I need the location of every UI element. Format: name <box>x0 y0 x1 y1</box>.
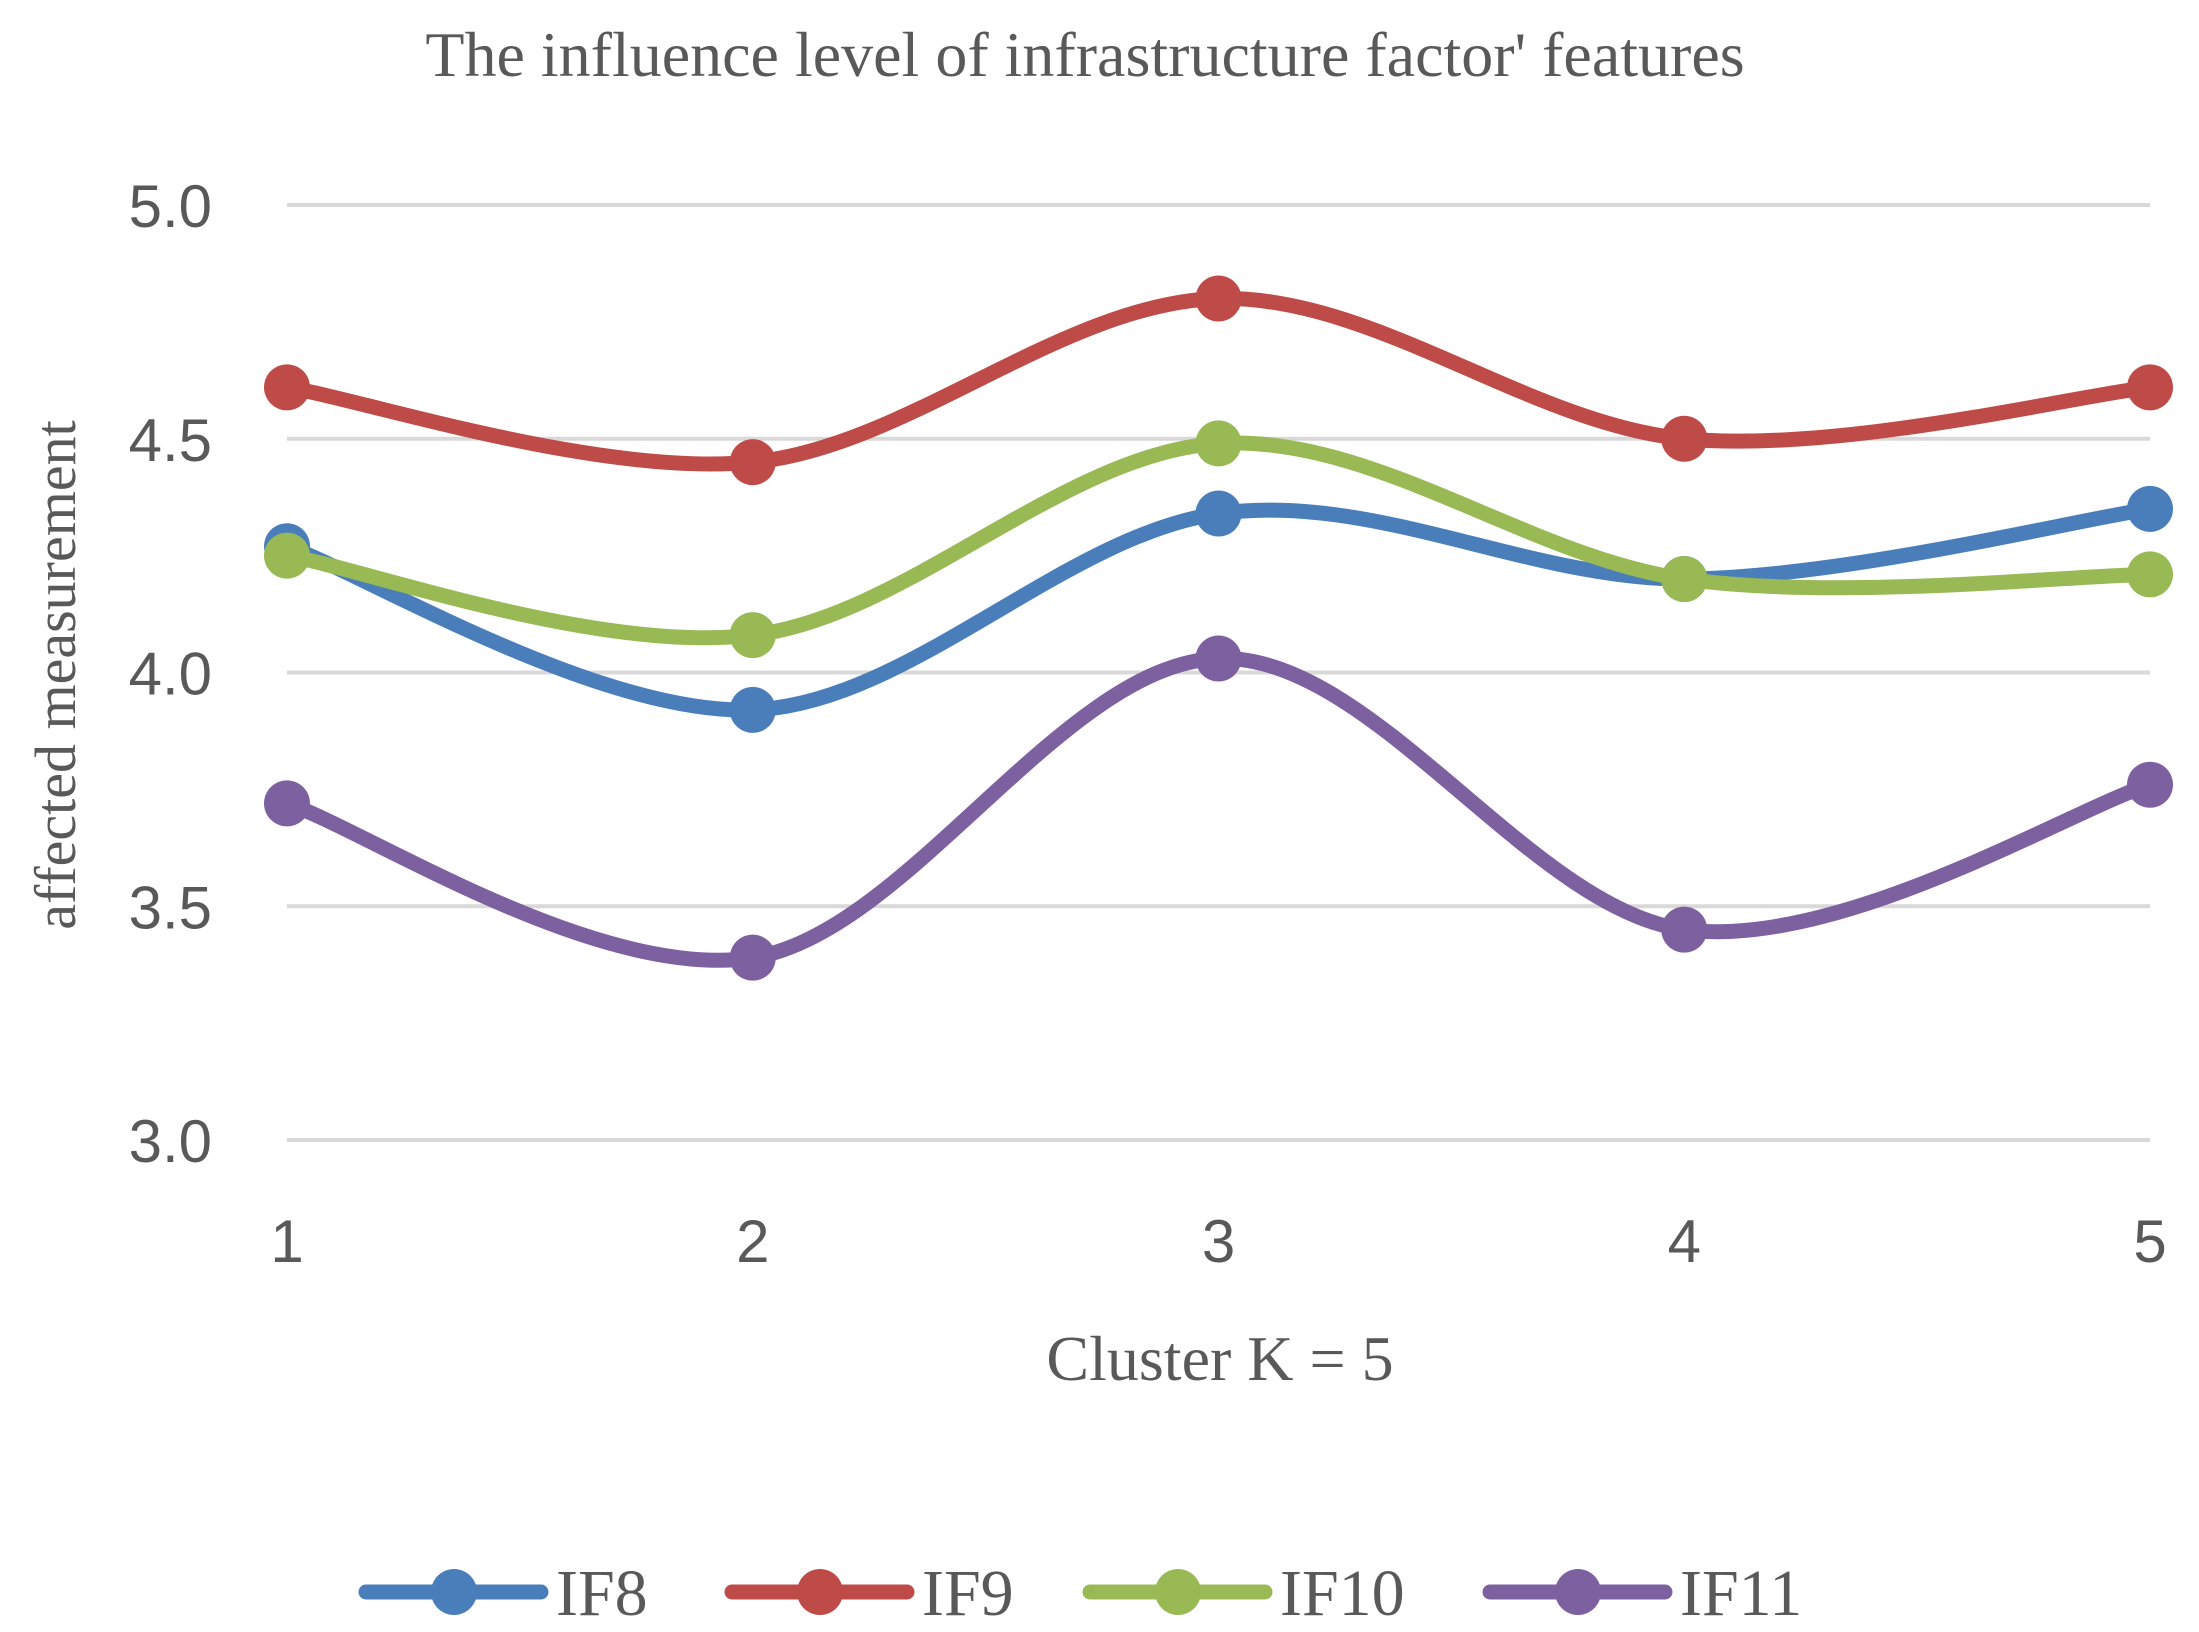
legend-label: IF11 <box>1680 1557 1802 1630</box>
y-axis-ticks: 3.0 3.5 4.0 4.5 5.0 <box>129 173 212 1175</box>
legend-swatch-marker <box>431 1569 477 1615</box>
y-tick-label: 5.0 <box>129 173 212 240</box>
x-tick-label: 3 <box>1202 1208 1235 1275</box>
legend-item-if8: IF8 <box>358 1557 648 1630</box>
x-tick-label: 4 <box>1668 1208 1701 1275</box>
data-point <box>264 780 310 827</box>
legend-swatch-marker <box>1555 1569 1601 1615</box>
data-point <box>1661 906 1708 953</box>
series-line-if11 <box>279 650 2158 968</box>
y-tick-label: 3.5 <box>129 874 212 941</box>
data-point <box>729 934 776 981</box>
y-tick-label: 4.5 <box>129 407 212 474</box>
data-point <box>1195 635 1242 682</box>
data-point <box>1195 275 1242 322</box>
legend-swatch-marker <box>797 1569 843 1615</box>
data-point <box>1661 556 1708 602</box>
x-tick-label: 1 <box>270 1208 303 1275</box>
series-line-if10 <box>279 435 2158 646</box>
legend-label: IF10 <box>1280 1557 1405 1630</box>
series-if8 <box>264 485 2173 733</box>
data-point <box>2127 761 2173 808</box>
legend-item-if11: IF11 <box>1482 1557 1802 1630</box>
legend: IF8 IF9 IF10 IF11 <box>358 1557 1802 1630</box>
data-point <box>729 686 776 733</box>
plot-area <box>264 275 2173 981</box>
x-tick-label: 2 <box>736 1208 769 1275</box>
data-point <box>1661 415 1708 462</box>
y-tick-label: 3.0 <box>129 1108 212 1175</box>
legend-label: IF8 <box>556 1557 648 1630</box>
data-point <box>1195 490 1242 537</box>
series-if10 <box>264 420 2173 659</box>
x-axis-ticks: 1 2 3 4 5 <box>270 1208 2166 1275</box>
data-point <box>2127 485 2173 532</box>
data-point <box>1195 420 1242 467</box>
series-if9 <box>264 275 2173 486</box>
x-axis-label: Cluster K = 5 <box>1046 1323 1393 1394</box>
legend-item-if9: IF9 <box>724 1557 1014 1630</box>
data-point <box>729 439 776 486</box>
y-tick-label: 4.0 <box>129 641 212 708</box>
series-if11 <box>264 635 2173 981</box>
chart-title: The influence level of infrastructure fa… <box>425 19 1744 90</box>
data-point <box>2127 551 2173 598</box>
y-axis-label: affected measurement <box>23 420 88 929</box>
x-tick-label: 5 <box>2133 1208 2166 1275</box>
data-point <box>264 364 310 411</box>
data-point <box>2127 364 2173 411</box>
legend-item-if10: IF10 <box>1082 1557 1405 1630</box>
legend-swatch-marker <box>1155 1569 1201 1615</box>
data-point <box>729 612 776 659</box>
data-point <box>264 532 310 579</box>
legend-label: IF9 <box>922 1557 1014 1630</box>
